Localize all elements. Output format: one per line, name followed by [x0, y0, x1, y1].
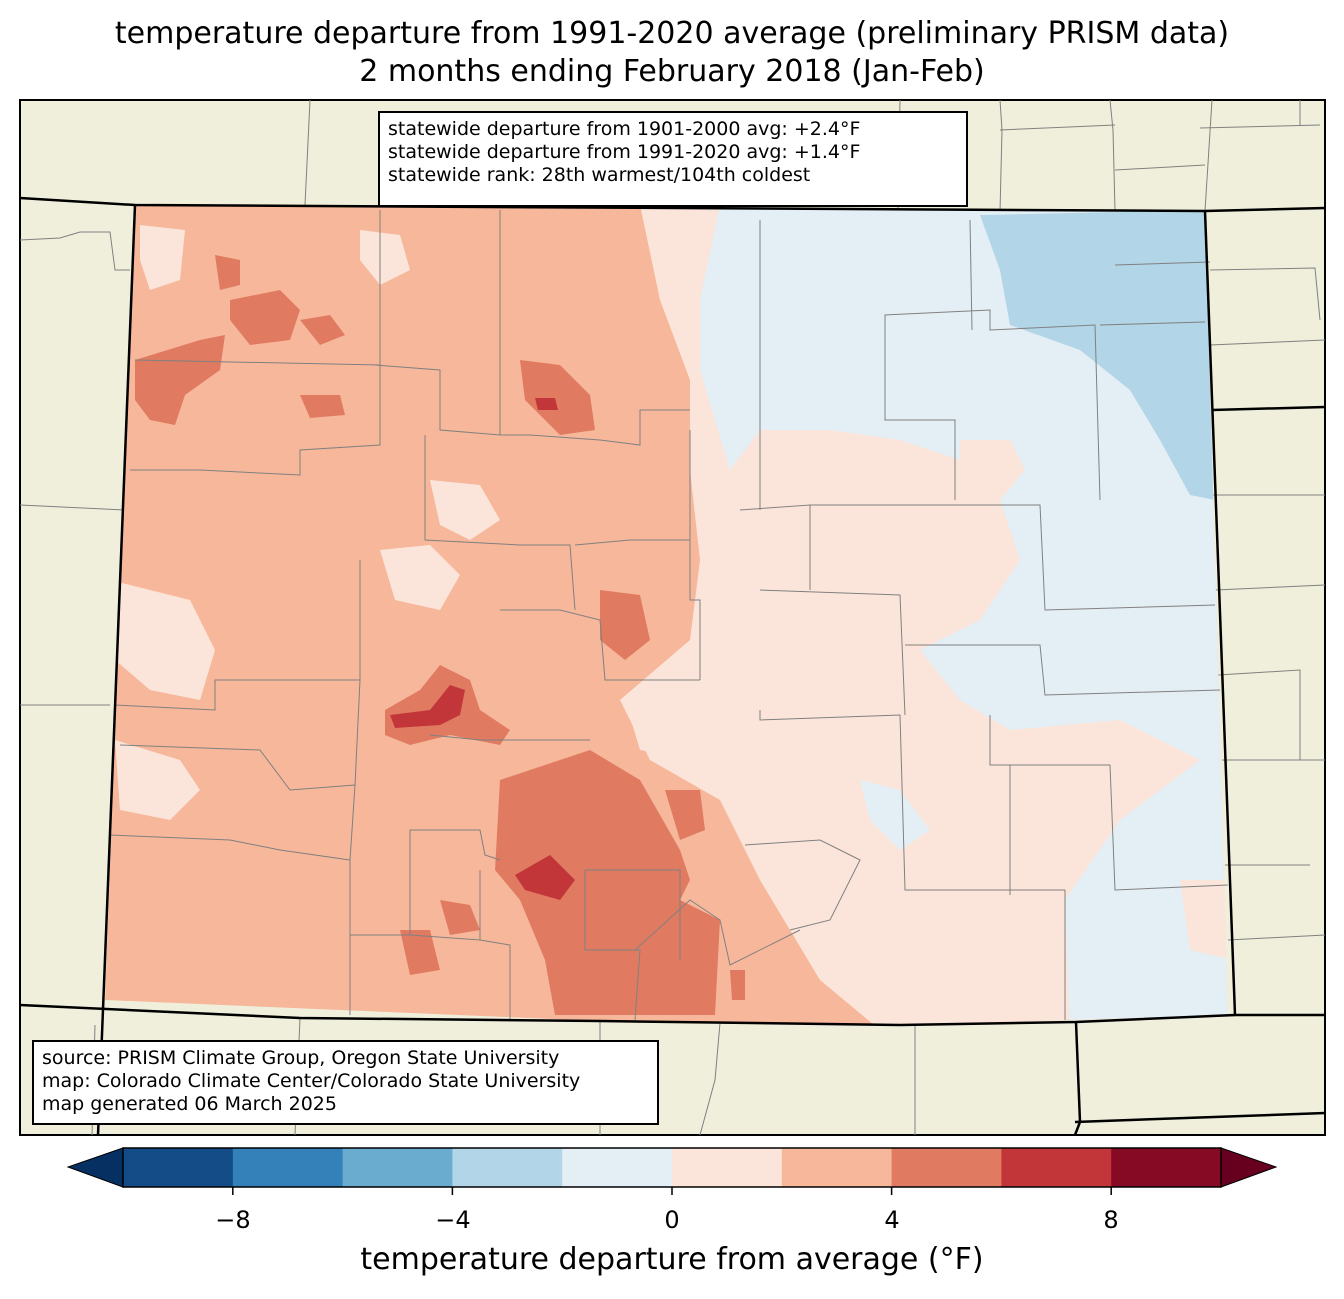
colorbar-under-triangle — [66, 1147, 124, 1188]
colorbar-bins — [123, 1148, 1222, 1187]
source-credit-box: source: PRISM Climate Group, Oregon Stat… — [32, 1040, 659, 1125]
source-line-1: source: PRISM Climate Group, Oregon Stat… — [42, 1047, 560, 1069]
colorbar-bin — [1001, 1148, 1112, 1187]
colorbar-bin — [891, 1148, 1002, 1187]
colorbar-tick-label: 0 — [664, 1206, 680, 1234]
colorbar-bin — [781, 1148, 893, 1187]
colorbar-tick-label: −8 — [215, 1206, 251, 1234]
state-borders — [19, 196, 1326, 1136]
colorbar-bin — [672, 1148, 783, 1187]
statewide-stats-box: statewide departure from 1901-2000 avg: … — [378, 111, 968, 207]
colorbar-bin — [1111, 1148, 1222, 1187]
colorbar-label: temperature departure from average (°F) — [360, 1242, 984, 1277]
colorbar-bin — [342, 1148, 453, 1187]
stats-line-2: statewide departure from 1991-2020 avg: … — [388, 141, 861, 163]
colorbar-tick-label: −4 — [435, 1206, 471, 1234]
county-lines — [109, 210, 1229, 1021]
stats-line-3: statewide rank: 28th warmest/104th colde… — [388, 164, 811, 186]
temperature-field — [105, 205, 1228, 1025]
map-title-line1: temperature departure from 1991-2020 ave… — [114, 16, 1230, 51]
source-line-3: map generated 06 March 2025 — [42, 1093, 337, 1115]
source-line-2: map: Colorado Climate Center/Colorado St… — [42, 1070, 581, 1092]
map-title-line2: 2 months ending February 2018 (Jan-Feb) — [359, 54, 985, 89]
colorbar-tick-marks — [232, 1187, 1112, 1195]
colorbar-bin — [232, 1148, 344, 1187]
colorbar-tick-label: 4 — [884, 1206, 900, 1234]
stats-line-1: statewide departure from 1901-2000 avg: … — [388, 118, 861, 140]
colorbar-over-triangle — [1220, 1147, 1278, 1188]
colorbar-tick-label: 8 — [1103, 1206, 1119, 1234]
colorbar — [66, 1147, 1278, 1195]
colorbar-bin — [123, 1148, 234, 1187]
colorbar-bin — [562, 1148, 673, 1187]
colorbar-bin — [452, 1148, 563, 1187]
